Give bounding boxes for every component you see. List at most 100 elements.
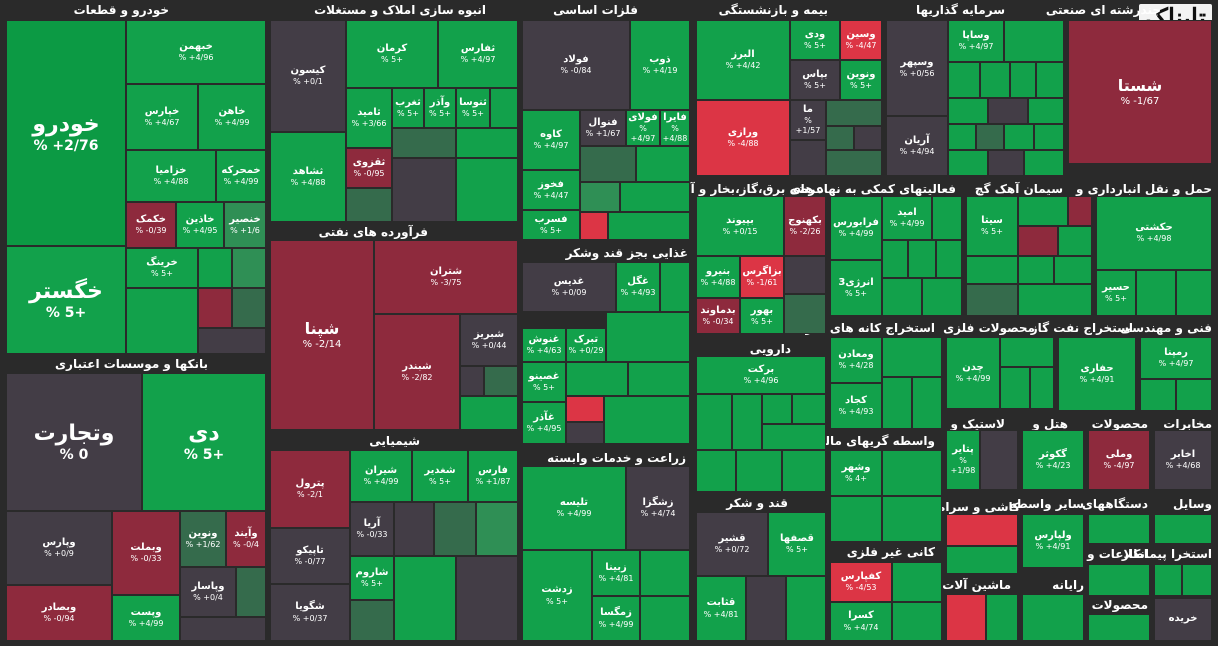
tile-tamaadan[interactable]: ومعادن % +4/28: [830, 337, 882, 383]
tile-fayra[interactable]: فایرا % +4/88: [660, 110, 690, 146]
tile-mine-2[interactable]: [882, 377, 912, 429]
tile-cem-4[interactable]: [1058, 226, 1092, 256]
tile-pharma-5[interactable]: [762, 424, 826, 450]
tile-pharma-8[interactable]: [782, 450, 826, 492]
tile-ghasafha[interactable]: قصفها % 5+: [768, 512, 826, 576]
tile-computer-1[interactable]: [1022, 594, 1084, 641]
tile-food-small-1[interactable]: [660, 262, 690, 312]
tile-pharma-7[interactable]: [736, 450, 782, 492]
tile-elec-small-1[interactable]: [784, 256, 826, 294]
tile-shasta[interactable]: شستا % -1/67: [1068, 20, 1212, 164]
tile-cem-9[interactable]: [1018, 284, 1092, 316]
tile-pharma-1[interactable]: [696, 394, 732, 450]
tile-alborz[interactable]: البرز % +4/42: [696, 20, 790, 100]
tile-khapars[interactable]: خپارس % +4/67: [126, 84, 198, 150]
tile-kaveh[interactable]: کاوه % +4/97: [522, 110, 580, 170]
tile-mine-3[interactable]: [912, 377, 942, 429]
tile-metal-small-5[interactable]: [580, 212, 608, 240]
tile-talise[interactable]: تلیسه % +4/99: [522, 466, 626, 550]
tile-kharing[interactable]: خرینگ % 5+: [126, 248, 198, 288]
tile-nonmetal-1[interactable]: [892, 562, 942, 602]
tile-pharma-3[interactable]: [762, 394, 792, 424]
tile-rubber-1[interactable]: [980, 430, 1018, 490]
tile-mach-1[interactable]: [946, 594, 986, 641]
tile-foolad[interactable]: فولاد % -0/84: [522, 20, 630, 110]
tile-foonal[interactable]: فنوال % +1/67: [580, 110, 626, 146]
tile-fars[interactable]: فارس % +1/87: [468, 450, 518, 502]
tile-pharma-4[interactable]: [792, 394, 826, 424]
tile-ceramic-1[interactable]: [946, 514, 1018, 546]
tile-zibna[interactable]: زبینا % +4/81: [592, 550, 640, 596]
tile-shgooya[interactable]: شگویا % +0/37: [270, 584, 350, 641]
tile-vpast[interactable]: وپست % +4/99: [112, 595, 180, 641]
tile-food-small-4[interactable]: [628, 362, 690, 396]
tile-tapiko[interactable]: تاپیکو % -0/77: [270, 528, 350, 584]
tile-inv-1[interactable]: [1004, 20, 1064, 62]
tile-bakahnouj[interactable]: بکهنوج % -2/26: [784, 196, 826, 256]
tile-kesara[interactable]: کسرا % +4/74: [830, 602, 892, 641]
tile-khekomak[interactable]: خکمک % -0/39: [126, 202, 176, 248]
tile-ma[interactable]: ما % +1/57: [790, 100, 826, 140]
tile-badamavand[interactable]: بدماوند % -0/34: [696, 298, 740, 334]
tile-mach-2[interactable]: [986, 594, 1018, 641]
tile-food-small-2[interactable]: [606, 312, 690, 362]
tile-vamali[interactable]: وملی % -4/97: [1088, 430, 1150, 490]
tile-omid[interactable]: امید % +4/99: [882, 196, 932, 240]
tile-metp-3[interactable]: [1030, 367, 1054, 409]
tile-ghazar[interactable]: غآذر % +4/95: [522, 402, 566, 444]
tile-constr-small-5[interactable]: [392, 158, 456, 222]
tile-inv-3[interactable]: [980, 62, 1010, 98]
tile-khegostar[interactable]: خگستر % 5+: [6, 246, 126, 354]
tile-khensoor[interactable]: خنصیر % +1/6: [224, 202, 266, 248]
tile-ref-small-1[interactable]: [460, 366, 484, 396]
tile-inv-12[interactable]: [1034, 124, 1064, 150]
tile-constr-small-3[interactable]: [456, 128, 518, 158]
tile-cem-1[interactable]: [1018, 196, 1068, 226]
tile-bank-small-2[interactable]: [180, 617, 266, 641]
tile-nonmetal-2[interactable]: [892, 602, 942, 641]
tile-saghfarse[interactable]: ثفارس % +4/97: [438, 20, 518, 88]
tile-sita[interactable]: سیتا % 5+: [966, 196, 1018, 256]
tile-agri-small-1[interactable]: [640, 550, 690, 596]
tile-shetran[interactable]: شتران % -3/75: [374, 240, 518, 314]
tile-inv-5[interactable]: [1036, 62, 1064, 98]
tile-khmoharekeh[interactable]: خمحرکه % +4/99: [216, 150, 266, 202]
tile-ins-small-4[interactable]: [854, 126, 882, 150]
tile-cem-7[interactable]: [1054, 256, 1092, 284]
tile-devices-1[interactable]: [1088, 514, 1150, 544]
tile-mine-1[interactable]: [882, 337, 942, 377]
tile-lease-1[interactable]: [830, 496, 882, 542]
tile-food-small-5[interactable]: [566, 396, 604, 422]
tile-hafari[interactable]: حفاری % +4/91: [1058, 337, 1136, 411]
tile-peterol[interactable]: پترول % -2/1: [270, 450, 350, 528]
tile-shepna[interactable]: شپنا % -2/14: [270, 240, 374, 430]
tile-vaparis[interactable]: وپارس % +0/9: [6, 511, 112, 585]
tile-sanoosa[interactable]: ثنوسا % 5+: [456, 88, 490, 128]
tile-sugar-small-2[interactable]: [786, 576, 826, 641]
tile-inv-8[interactable]: [1028, 98, 1064, 124]
tile-tech-2[interactable]: [1176, 379, 1212, 411]
tile-bazagros[interactable]: بزاگرس % -1/61: [740, 256, 784, 298]
tile-metal-small-6[interactable]: [608, 212, 690, 240]
tile-contract-2[interactable]: [1182, 564, 1212, 596]
tile-chem-small-4[interactable]: [350, 600, 394, 641]
tile-banir[interactable]: بنیرو % +4/88: [696, 256, 740, 298]
tile-akhaber[interactable]: اخابر % +4/68: [1154, 430, 1212, 490]
tile-pharma-6[interactable]: [696, 450, 736, 492]
tile-farabours[interactable]: فرابورس % +4/99: [830, 196, 882, 260]
tile-auto-small-6[interactable]: [198, 328, 266, 354]
tile-bapas[interactable]: بپاس % 5+: [790, 60, 840, 100]
tile-auto-small-4[interactable]: [198, 288, 232, 328]
tile-vashehr[interactable]: وشهر % 4+: [830, 450, 882, 496]
tile-bavoor[interactable]: بهور % 5+: [740, 298, 784, 334]
tile-zedasht[interactable]: زدشت % 5+: [522, 550, 592, 641]
tile-food-small-6[interactable]: [604, 396, 690, 444]
tile-inv-7[interactable]: [988, 98, 1028, 124]
tile-food-small-3[interactable]: [566, 362, 628, 396]
tile-dey[interactable]: دی % 5+: [142, 373, 266, 511]
tile-food-small-7[interactable]: [566, 422, 604, 444]
tile-fakhooz[interactable]: فخوز % +4/47: [522, 170, 580, 210]
tile-khahen[interactable]: خاهن % +4/99: [198, 84, 266, 150]
tile-zob[interactable]: ذوب % +4/19: [630, 20, 690, 110]
tile-ghesabet[interactable]: قثابت % +4/81: [696, 576, 746, 641]
